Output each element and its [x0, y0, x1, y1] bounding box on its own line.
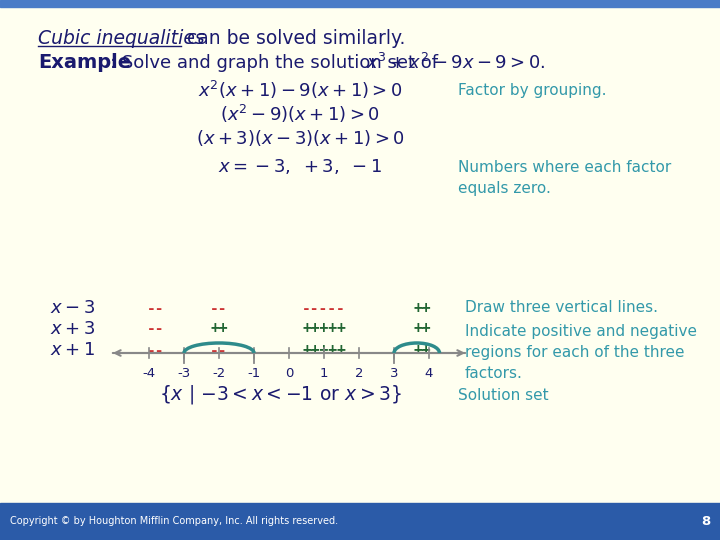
Text: -3: -3: [177, 367, 191, 380]
Text: $(x^2 - 9)(x + 1) > 0$: $(x^2 - 9)(x + 1) > 0$: [220, 103, 380, 125]
Text: 0: 0: [285, 367, 293, 380]
Text: Indicate positive and negative
regions for each of the three
factors.: Indicate positive and negative regions f…: [465, 324, 697, 381]
Text: $x + 3$: $x + 3$: [50, 320, 95, 338]
Text: 4: 4: [425, 367, 433, 380]
Text: -1: -1: [248, 367, 261, 380]
Text: -----: -----: [302, 300, 346, 315]
Text: $x^3 + x^2 - 9x - 9 > 0.$: $x^3 + x^2 - 9x - 9 > 0.$: [366, 53, 546, 73]
Text: --: --: [148, 342, 165, 357]
Text: Example: Example: [38, 53, 131, 72]
Text: $x^2(x + 1) - 9(x + 1) > 0$: $x^2(x + 1) - 9(x + 1) > 0$: [198, 79, 402, 101]
Text: 1: 1: [320, 367, 328, 380]
Text: Solution set: Solution set: [458, 388, 549, 402]
Text: --: --: [148, 300, 165, 315]
Text: can be solved similarly.: can be solved similarly.: [181, 29, 405, 48]
Text: 3: 3: [390, 367, 398, 380]
Text: : Solve and graph the solution set of: : Solve and graph the solution set of: [110, 54, 444, 72]
Text: 8: 8: [701, 515, 710, 528]
Text: $x = -3,\ +3,\ -1$: $x = -3,\ +3,\ -1$: [218, 157, 382, 176]
Text: ++: ++: [413, 300, 431, 315]
Text: ++: ++: [210, 321, 228, 336]
Text: -2: -2: [212, 367, 225, 380]
Bar: [0, 503, 720, 540]
Text: ++: ++: [413, 342, 431, 357]
Text: $x - 3$: $x - 3$: [50, 299, 95, 317]
Text: 2: 2: [355, 367, 364, 380]
Text: Copyright © by Houghton Mifflin Company, Inc. All rights reserved.: Copyright © by Houghton Mifflin Company,…: [10, 516, 338, 526]
Text: Factor by grouping.: Factor by grouping.: [458, 83, 606, 98]
Text: --: --: [210, 300, 228, 315]
Text: Draw three vertical lines.: Draw three vertical lines.: [465, 300, 658, 315]
Text: Numbers where each factor
equals zero.: Numbers where each factor equals zero.: [458, 160, 671, 196]
Text: ++: ++: [413, 321, 431, 336]
Bar: [0, 0, 720, 7]
Text: --: --: [148, 321, 165, 336]
Text: +++++: +++++: [302, 342, 346, 357]
Text: $(x + 3)(x - 3)(x + 1) > 0$: $(x + 3)(x - 3)(x + 1) > 0$: [196, 128, 405, 148]
Text: --: --: [210, 342, 228, 357]
Text: $\{x\ |\ {-3} < x < {-1}\ \mathrm{or}\ x > 3\}$: $\{x\ |\ {-3} < x < {-1}\ \mathrm{or}\ x…: [158, 383, 402, 407]
Text: Cubic inequalities: Cubic inequalities: [38, 29, 204, 48]
Text: $x + 1$: $x + 1$: [50, 341, 95, 359]
Text: -4: -4: [143, 367, 156, 380]
Text: +++++: +++++: [302, 321, 346, 336]
